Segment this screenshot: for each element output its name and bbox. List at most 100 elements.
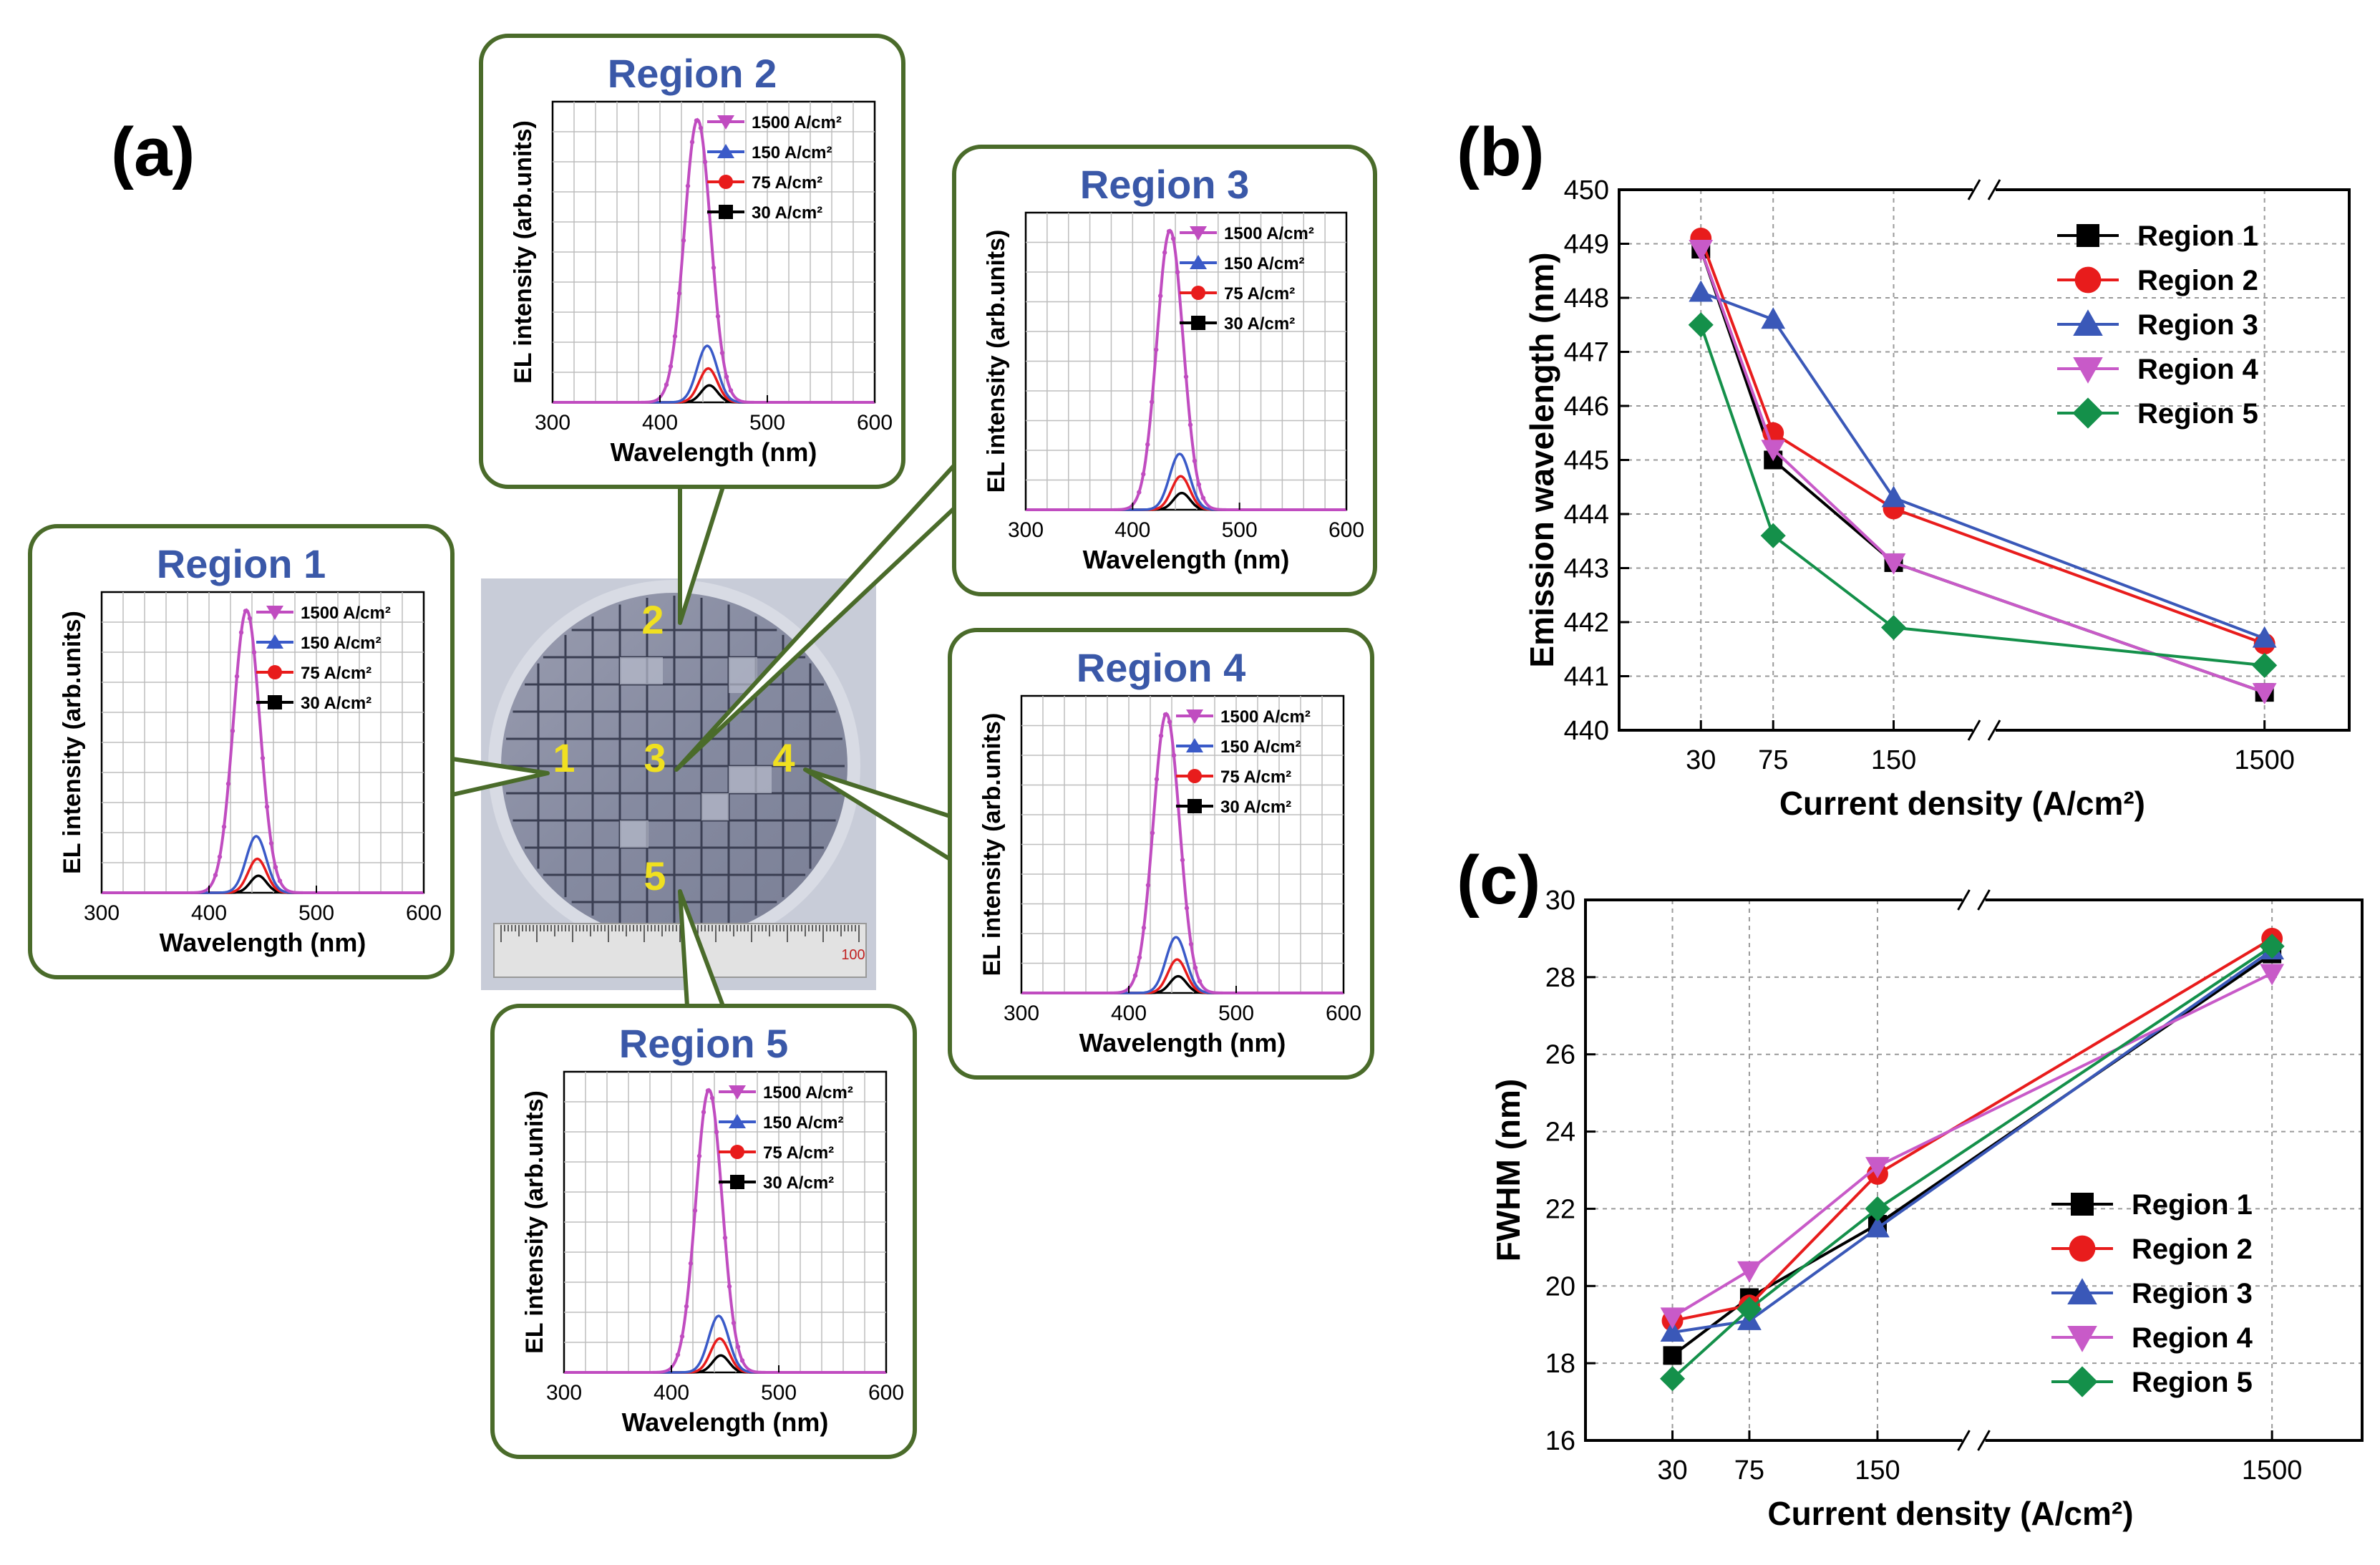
data-point — [2252, 626, 2277, 648]
legend-label: Region 4 — [2132, 1322, 2253, 1354]
spectrum-legend-label: 75 A/cm² — [763, 1143, 834, 1163]
y-tick-label: 20 — [1545, 1271, 1575, 1302]
spectrum-x-tick-label: 600 — [1329, 518, 1364, 542]
spectrum-legend-marker — [719, 205, 733, 219]
spectrum-point — [230, 728, 235, 734]
region-title: Region 2 — [608, 51, 777, 96]
region-title: Region 1 — [157, 541, 326, 586]
spectrum-x-label: Wavelength (nm) — [622, 1407, 829, 1437]
spectrum-point — [696, 1153, 702, 1158]
spectrum-point — [692, 1208, 698, 1213]
spectrum-legend-marker — [1187, 769, 1202, 783]
legend-marker — [2073, 309, 2103, 336]
spectrum-point — [681, 238, 686, 243]
spectrum-point — [273, 865, 278, 870]
spectrum-x-label: Wavelength (nm) — [160, 928, 366, 957]
spectrum-legend-marker — [729, 1085, 746, 1100]
spectrum-point — [675, 1352, 681, 1357]
series-5 — [1659, 934, 2285, 1392]
y-tick-label: 442 — [1564, 608, 1609, 638]
data-point — [1881, 553, 1906, 575]
spectrum-x-tick-label: 500 — [1218, 1002, 1254, 1025]
spectrum-legend-marker — [1186, 709, 1203, 724]
spectrum-legend-marker — [719, 175, 733, 189]
spectrum-point — [701, 1110, 706, 1115]
y-axis-label: FWHM (nm) — [1490, 1079, 1527, 1261]
data-point — [1737, 1261, 1762, 1283]
spectrum-point — [664, 382, 669, 387]
data-point — [1659, 1366, 1686, 1392]
data-point — [2259, 934, 2285, 959]
axis-break-mark — [1967, 179, 1981, 200]
spectrum-point — [1184, 906, 1190, 911]
ruler-ticks — [500, 925, 860, 942]
y-tick-label: 445 — [1564, 446, 1609, 476]
spectrum-point — [1170, 236, 1176, 241]
spectrum-point — [1187, 422, 1193, 427]
plot-background — [1585, 900, 2362, 1440]
series-line — [1699, 248, 2265, 694]
spectrum-legend-marker — [266, 634, 283, 649]
spectrum-legend-marker — [717, 144, 734, 158]
x-tick-label: 1500 — [2242, 1455, 2303, 1486]
data-point — [1761, 307, 1786, 329]
series-line — [1672, 949, 2273, 1334]
spectrum-x-tick-label: 400 — [191, 901, 227, 925]
y-tick-label: 448 — [1564, 284, 1609, 314]
spectrum-legend-marker — [1190, 226, 1208, 241]
spectrum-legend-label: 75 A/cm² — [752, 173, 822, 193]
spectrum-point — [1175, 269, 1180, 275]
data-point — [1737, 1297, 1762, 1322]
spectrum-point — [1192, 458, 1198, 464]
photo-marker-3: 3 — [643, 735, 666, 780]
legend-marker — [2066, 1366, 2098, 1397]
spectrum-point — [268, 840, 274, 846]
data-point — [1865, 1157, 1890, 1179]
spectrum-x-tick-label: 300 — [1008, 518, 1044, 542]
data-point — [1660, 1307, 1685, 1329]
y-tick-label: 26 — [1545, 1040, 1575, 1070]
spectrum-point — [1171, 752, 1177, 758]
spectrum-point — [1137, 490, 1142, 495]
spectrum-point — [221, 824, 227, 829]
spectrum-point — [702, 159, 708, 165]
series-4 — [1660, 964, 2285, 1329]
x-tick-label: 150 — [1871, 745, 1916, 775]
spectrum-point — [679, 1334, 685, 1339]
spectrum-legend-label: 30 A/cm² — [1224, 314, 1295, 334]
spectrum-legend-marker — [729, 1114, 746, 1128]
spectrum-x-tick-label: 400 — [654, 1381, 689, 1405]
y-tick-label: 446 — [1564, 392, 1609, 422]
data-point — [2252, 683, 2277, 705]
data-point — [1881, 485, 1906, 508]
spectrum-x-label: Wavelength (nm) — [1083, 545, 1290, 574]
data-point — [1660, 1320, 1685, 1342]
spectrum-x-tick-label: 500 — [298, 901, 334, 925]
spectrum-point — [735, 1344, 741, 1350]
spectrum-point — [1150, 830, 1155, 835]
legend-marker — [2067, 1326, 2097, 1352]
x-axis-label: Current density (A/cm²) — [1779, 785, 2145, 822]
spectrum-point — [1183, 374, 1189, 379]
spectrum-point — [711, 265, 717, 271]
spectrum-point — [739, 1358, 745, 1363]
spectrum-point — [264, 804, 270, 810]
spectrum-x-tick-label: 600 — [857, 411, 893, 435]
spectrum-legend-label: 75 A/cm² — [1224, 284, 1295, 304]
spectrum-point — [1188, 941, 1194, 947]
photo-marker-1: 1 — [553, 735, 575, 780]
spectrum-legend-label: 1500 A/cm² — [752, 113, 842, 132]
series-line — [1699, 324, 2265, 667]
photo-marker-5: 5 — [643, 853, 666, 898]
y-tick-label: 441 — [1564, 662, 1609, 692]
legend-label: Region 3 — [2132, 1278, 2253, 1309]
spectrum-legend-label: 150 A/cm² — [763, 1113, 844, 1133]
y-tick-label: 22 — [1545, 1194, 1575, 1224]
spectrum-legend-marker — [268, 665, 282, 679]
spectrum-x-tick-label: 400 — [642, 411, 678, 435]
legend-label: Region 5 — [2132, 1367, 2253, 1398]
x-tick-label: 75 — [1734, 1455, 1764, 1486]
spectrum-legend-label: 30 A/cm² — [1220, 798, 1291, 817]
series-line — [1671, 972, 2273, 1319]
spectrum-point — [1150, 399, 1155, 404]
